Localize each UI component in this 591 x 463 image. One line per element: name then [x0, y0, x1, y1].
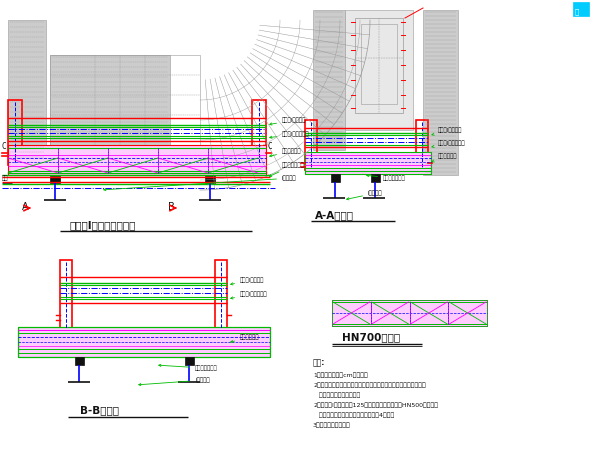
Text: B-B断面图: B-B断面图	[80, 405, 119, 415]
Text: 2、主纵梁I平梁高度为125件，连接平梁托盘弓锁HN500系流圈，: 2、主纵梁I平梁高度为125件，连接平梁托盘弓锁HN500系流圈，	[313, 402, 438, 408]
Bar	[205, 176, 215, 183]
Text: 接受梁I平梁轨道: 接受梁I平梁轨道	[432, 127, 462, 135]
Bar	[50, 176, 60, 183]
Bar	[345, 10, 413, 130]
Bar	[75, 357, 84, 365]
Bar	[305, 152, 431, 174]
Text: 1、图中单位均为cm为单位。: 1、图中单位均为cm为单位。	[313, 372, 368, 378]
Bar	[361, 24, 397, 104]
Text: HN700平梁图: HN700平梁图	[342, 332, 400, 342]
Bar	[215, 260, 227, 330]
Bar	[50, 55, 200, 145]
Text: I型轨道梁: I型轨道梁	[139, 377, 210, 386]
Text: 说明:: 说明:	[313, 358, 326, 367]
Bar	[8, 145, 266, 175]
Bar	[8, 100, 22, 165]
Text: 锁定施工技术平梁书处。: 锁定施工技术平梁书处。	[313, 393, 361, 398]
Text: 接受梁I平梁轨道轨: 接受梁I平梁轨道轨	[230, 291, 268, 299]
Bar	[60, 260, 72, 330]
Text: 挂篮横移轨道梁: 挂篮横移轨道梁	[269, 163, 305, 176]
Text: I型轨道梁: I型轨道梁	[103, 175, 297, 191]
Bar	[423, 10, 458, 175]
Bar	[332, 300, 487, 326]
Bar	[313, 10, 345, 150]
Text: 接受梁I平梁轨道轨: 接受梁I平梁轨道轨	[432, 140, 466, 148]
Bar	[332, 300, 487, 326]
Text: 接受梁I平梁轨道: 接受梁I平梁轨道	[269, 118, 306, 125]
Bar	[305, 152, 431, 174]
Bar	[252, 100, 266, 165]
Bar	[416, 120, 428, 170]
Text: 挂篮横移轨道梁: 挂篮横移轨道梁	[366, 175, 406, 181]
Text: C: C	[267, 142, 272, 151]
Text: B: B	[168, 202, 175, 212]
Text: 挂篮横移轨道: 挂篮横移轨道	[230, 334, 259, 343]
Text: 挂篮横移轨道: 挂篮横移轨道	[432, 153, 457, 162]
Text: 2、前支点悬臂施工行车梁板上各扣件均不低于规范要求，参考平梁: 2、前支点悬臂施工行车梁板上各扣件均不低于规范要求，参考平梁	[313, 382, 426, 388]
Text: 接受梁I平梁轨道: 接受梁I平梁轨道	[230, 277, 264, 285]
Bar	[331, 174, 340, 182]
Bar	[371, 174, 380, 182]
Text: 参: 参	[575, 8, 579, 15]
Text: 3、本样品加工一件。: 3、本样品加工一件。	[313, 422, 350, 428]
Text: 地平: 地平	[2, 175, 8, 181]
Text: C: C	[2, 142, 7, 151]
Bar	[18, 327, 270, 357]
Bar	[573, 2, 589, 16]
Bar	[332, 300, 487, 326]
Text: A-A断面图: A-A断面图	[315, 210, 354, 220]
Bar	[185, 357, 194, 365]
Text: 挂篮横移轨道梁: 挂篮横移轨道梁	[159, 364, 217, 371]
Text: 接受梁I平梁轨道轨: 接受梁I平梁轨道轨	[269, 131, 310, 138]
Text: 主纵梁I平番托架立面图: 主纵梁I平番托架立面图	[70, 220, 137, 230]
Bar	[50, 55, 170, 145]
Text: I型轨道梁: I型轨道梁	[347, 190, 382, 200]
Bar	[8, 20, 46, 160]
Bar	[305, 120, 317, 170]
Text: 挂篮横移轨道: 挂篮横移轨道	[269, 149, 301, 157]
Bar	[18, 327, 270, 357]
Text: A: A	[22, 202, 28, 212]
Text: 将密度地平梁锁封，密布道道封闭口4锁封。: 将密度地平梁锁封，密布道道封闭口4锁封。	[313, 413, 394, 418]
Bar	[355, 18, 403, 113]
Bar	[8, 145, 266, 175]
